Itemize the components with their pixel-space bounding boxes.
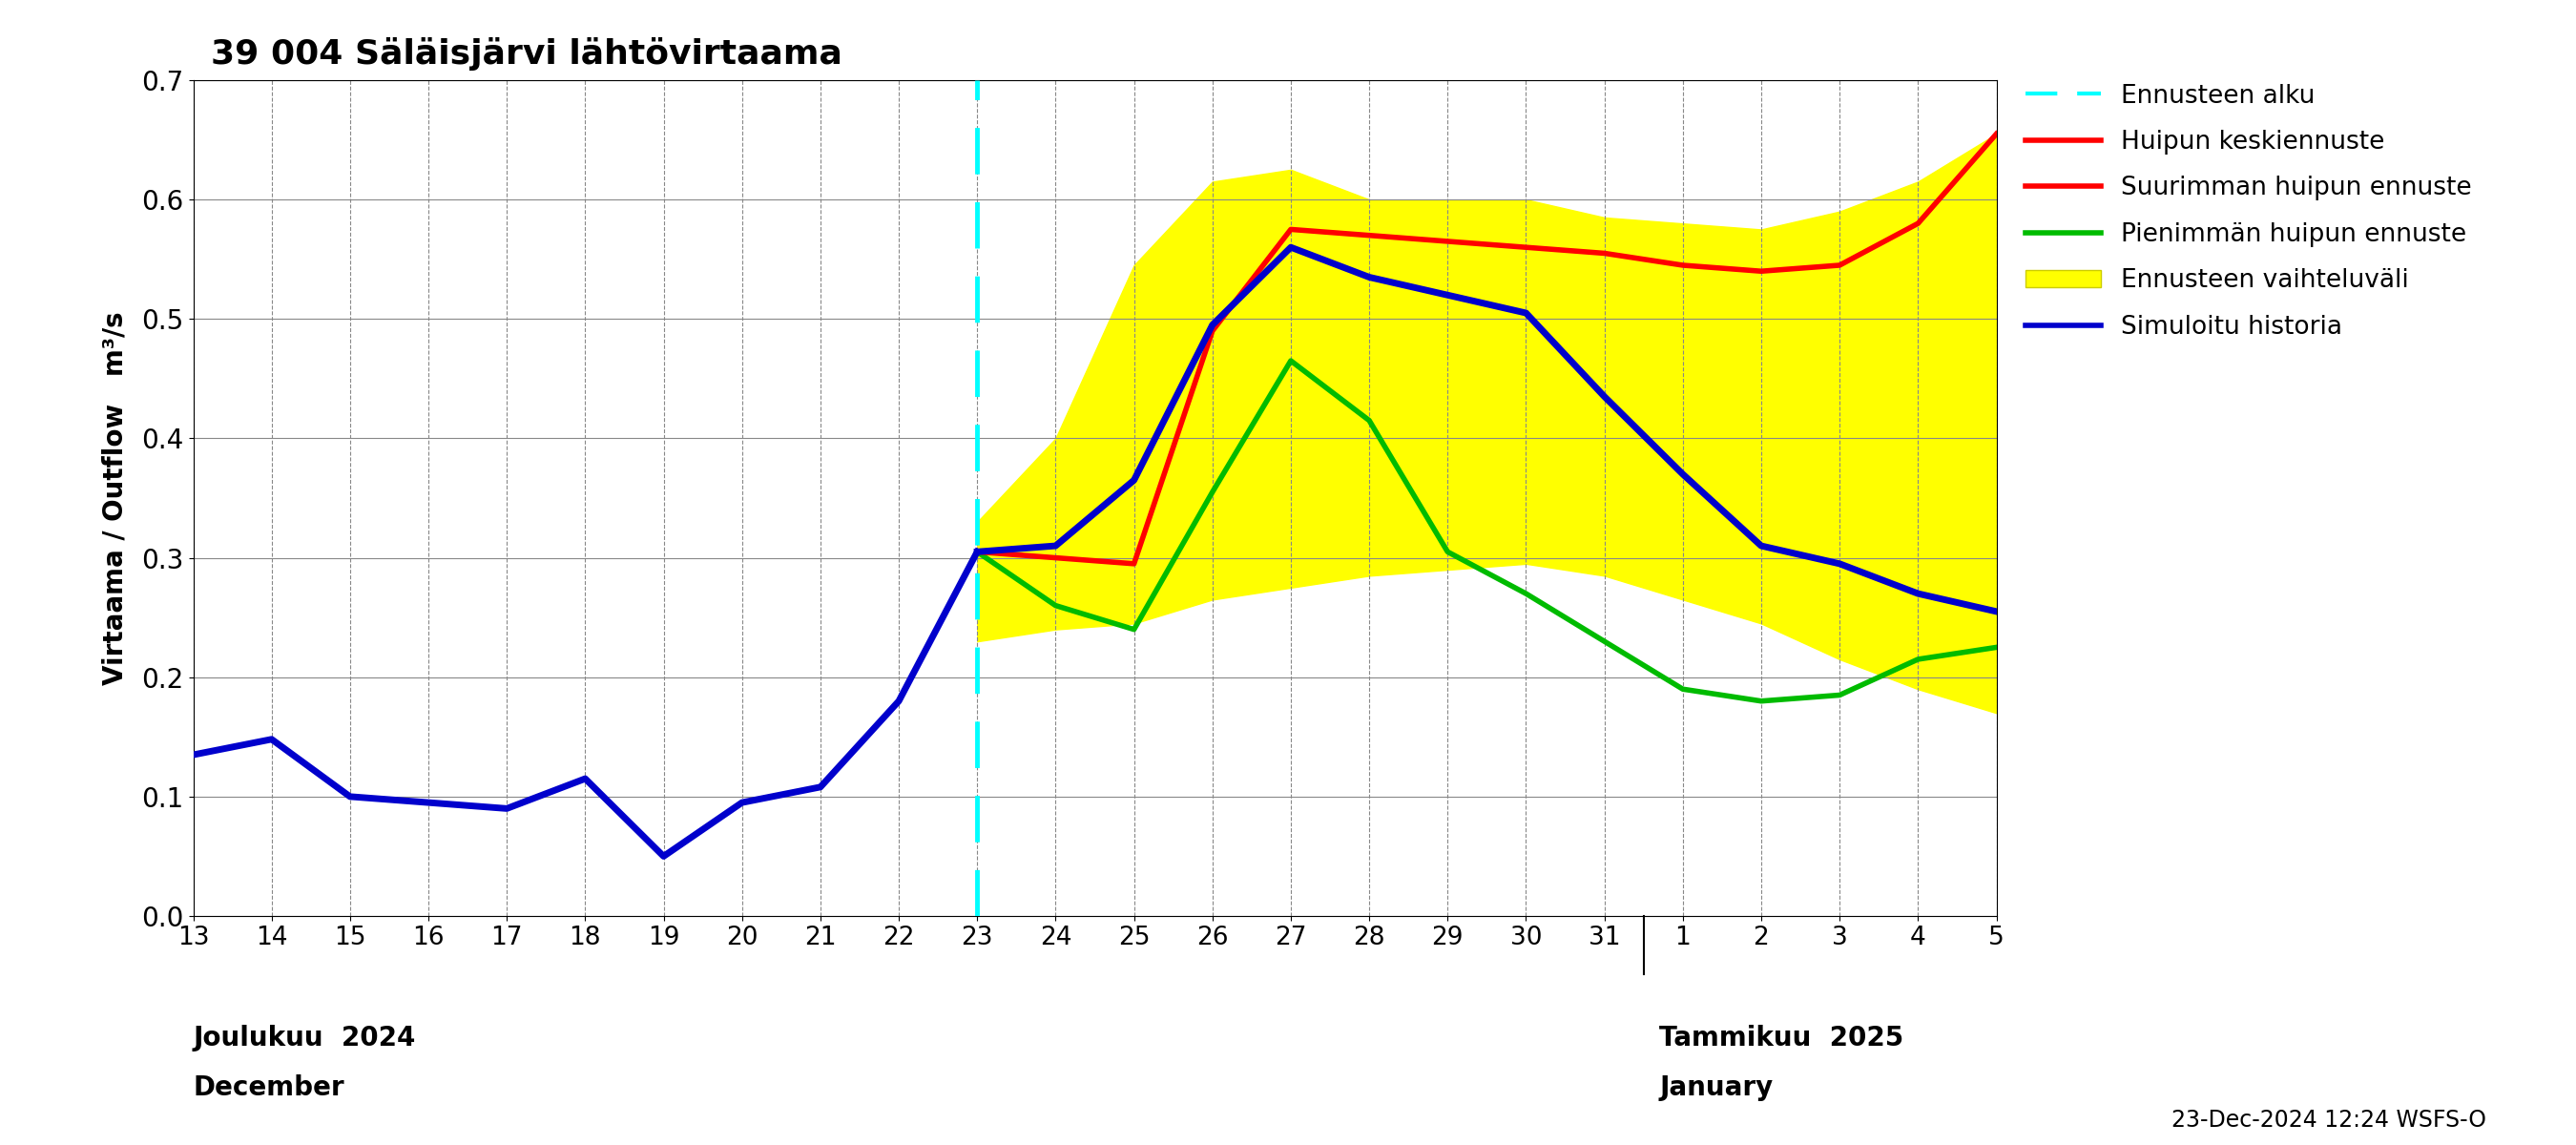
Text: December: December xyxy=(193,1075,345,1101)
Text: 39 004 Säläisjärvi lähtövirtaama: 39 004 Säläisjärvi lähtövirtaama xyxy=(211,38,842,71)
Text: January: January xyxy=(1659,1075,1772,1101)
Text: 23-Dec-2024 12:24 WSFS-O: 23-Dec-2024 12:24 WSFS-O xyxy=(2172,1108,2486,1131)
Text: Joulukuu  2024: Joulukuu 2024 xyxy=(193,1025,415,1051)
Y-axis label: Virtaama / Outflow   m³/s: Virtaama / Outflow m³/s xyxy=(100,311,129,685)
Text: Tammikuu  2025: Tammikuu 2025 xyxy=(1659,1025,1904,1051)
Legend: Ennusteen alku, Huipun keskiennuste, Suurimman huipun ennuste, Pienimmän huipun : Ennusteen alku, Huipun keskiennuste, Suu… xyxy=(2017,76,2481,347)
